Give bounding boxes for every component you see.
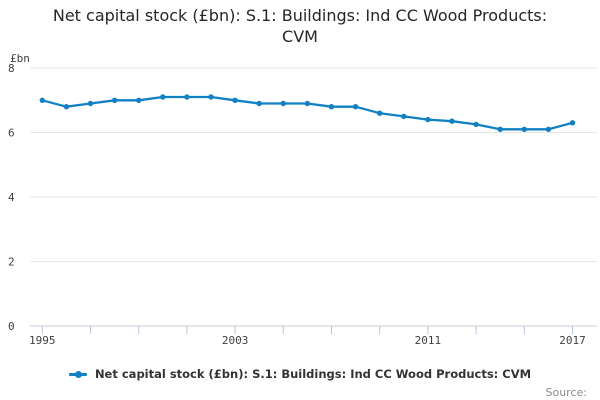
y-tick-label: 0 [8,320,15,333]
data-point [569,120,576,126]
y-tick-label: 6 [8,127,15,140]
data-point [497,126,503,132]
y-tick-label: 8 [8,62,15,75]
data-point [545,126,552,132]
data-point [521,126,527,132]
data-point [39,97,45,104]
data-point [208,94,214,100]
legend: Net capital stock (£bn): S.1: Buildings:… [0,365,600,383]
data-point [401,113,407,120]
data-point [160,94,166,100]
source-label: Source: [545,386,588,399]
data-point [328,104,335,110]
data-point [111,97,118,104]
data-point [352,104,359,110]
x-tick-label: 2003 [222,334,249,347]
data-point [280,100,286,107]
data-point [425,116,431,123]
legend-series-label[interactable]: Net capital stock (£bn): S.1: Buildings:… [94,367,532,381]
series-line-marker-icon [68,370,87,378]
data-point [473,121,479,128]
x-tick-label: 2011 [415,334,442,347]
data-point [232,97,238,104]
x-tick-label: 1995 [29,334,56,347]
data-point [87,100,94,107]
chart-canvas: 0 2 4 6 8 1995 2003 2011 2017 [8,62,597,347]
y-tick-label: 2 [8,256,15,269]
chart-title: Net capital stock (£bn): S.1: Buildings:… [52,6,548,46]
data-point [304,100,311,107]
data-point [256,100,262,107]
x-tick-label: 2017 [559,334,586,347]
data-point [63,104,70,110]
data-point [377,110,383,116]
y-tick-label: 4 [8,191,15,204]
data-point [449,118,455,124]
data-point [136,97,142,104]
data-point [184,94,190,100]
y-axis-unit-label: £bn [10,52,30,65]
